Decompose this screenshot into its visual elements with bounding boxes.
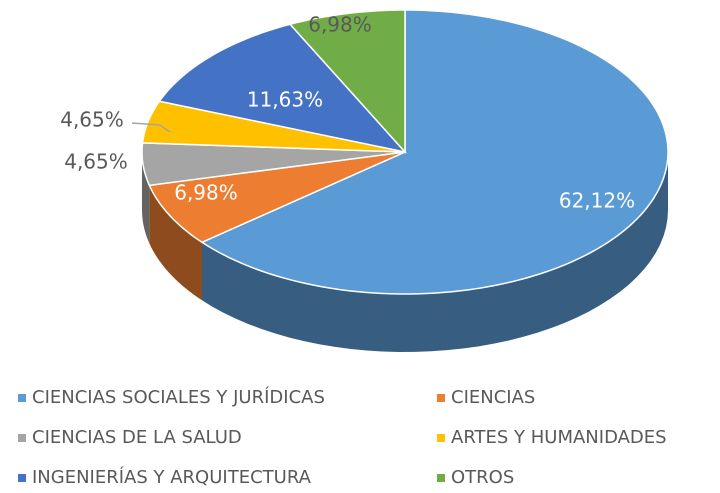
data-label: 62,12% <box>559 189 635 213</box>
slice <box>141 100 406 153</box>
legend-swatch <box>18 474 26 482</box>
legend-swatch <box>437 394 445 402</box>
data-label: 4,65% <box>64 150 128 174</box>
legend-label: ARTES Y HUMANIDADES <box>451 427 667 448</box>
data-label: 11,63% <box>247 88 323 112</box>
legend-label: CIENCIAS SOCIALES Y JURÍDICAS <box>32 386 325 408</box>
legend-swatch <box>18 394 26 402</box>
legend-swatch <box>18 434 26 442</box>
legend-label: CIENCIAS <box>451 387 535 408</box>
legend-swatch <box>437 474 445 482</box>
slice <box>288 9 406 154</box>
data-label: 4,65% <box>60 108 124 132</box>
legend-label: OTROS <box>451 467 514 488</box>
slice-side <box>201 152 669 352</box>
slice <box>141 142 406 187</box>
legend-label: INGENIERÍAS Y ARQUITECTURA <box>32 466 312 488</box>
leader-line <box>131 122 171 133</box>
legend-label: CIENCIAS DE LA SALUD <box>32 427 242 448</box>
slice <box>200 9 669 295</box>
slice-side <box>149 185 202 301</box>
data-label: 6,98% <box>308 13 372 37</box>
slice <box>148 151 406 244</box>
legend-swatch <box>437 434 445 442</box>
data-label: 6,98% <box>174 181 238 205</box>
slice-side <box>142 152 150 244</box>
slice <box>158 23 408 154</box>
